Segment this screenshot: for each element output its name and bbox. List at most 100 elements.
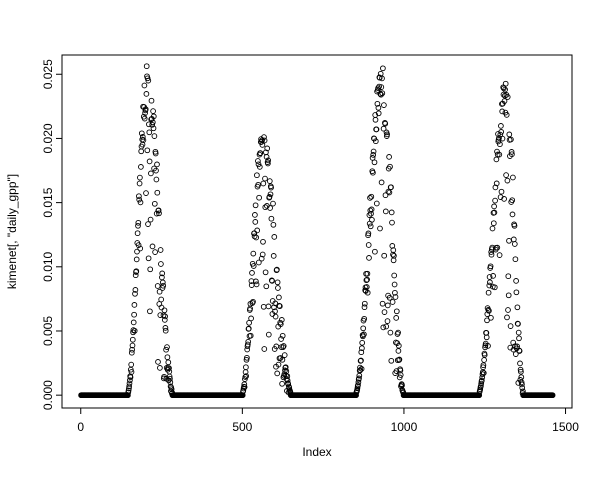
scatter-point [496,135,502,141]
scatter-point [141,82,148,89]
scatter-point [507,323,514,329]
scatter-point [126,380,133,387]
scatter-point [244,341,251,348]
scatter-point [354,385,361,392]
scatter-point [143,63,150,70]
scatter-point [380,125,387,132]
scatter-point [260,238,266,245]
scatter-point [253,278,259,285]
scatter-point [157,247,164,253]
scatter-point [262,269,269,276]
y-axis-label: kimenet[, "daily_gpp"] [5,174,19,289]
scatter-point [244,354,250,361]
scatter-point [499,135,506,142]
scatter-point [271,304,277,311]
scatter-point [503,172,509,178]
scatter-point [285,381,292,387]
scatter-point [508,136,514,143]
scatter-point [487,263,494,270]
scatter-point [167,375,173,382]
scatter-point [485,289,492,296]
scatter-point [386,294,393,301]
scatter-point [391,272,398,279]
scatter-point [481,352,488,358]
scatter-point [480,370,487,376]
scatter-point [480,364,486,371]
scatter-point [387,163,393,170]
scatter-point [151,133,158,139]
scatter-point [364,276,370,283]
scatter-point [366,255,372,261]
scatter-point [268,184,274,191]
scatter-point [245,338,252,345]
scatter-point [144,75,151,82]
scatter-point [510,174,516,181]
scatter-point [274,370,281,377]
scatter-point [380,65,386,72]
y-tick-label: 0.010 [41,251,55,281]
x-tick-label: 0 [77,420,84,434]
scatter-point [267,205,273,211]
scatter-point [276,303,283,310]
scatter-point [132,290,138,297]
scatter-point [357,367,364,373]
scatter-point [148,170,154,177]
scatter-point [509,151,515,158]
scatter-point [139,134,146,140]
scatter-point [136,196,143,203]
scatter-point [147,216,154,223]
scatter-point [135,219,142,226]
scatter-point [506,131,513,138]
scatter-point [153,167,159,174]
scatter-point [144,147,151,154]
scatter-point [276,294,282,301]
scatter-point [503,112,510,118]
scatter-point [365,242,372,248]
scatter-point [128,369,135,375]
scatter-point [385,188,392,195]
scatter-point [166,365,172,371]
scatter-point [266,194,273,200]
scatter-point [240,387,247,394]
scatter-point [156,210,162,217]
scatter-point [252,219,259,225]
scatter-point [274,266,280,273]
scatter-point [129,346,135,353]
scatter-point [372,116,379,123]
scatter-point [493,180,500,187]
scatter-point [137,174,143,181]
axes: 0 500 1000 1500 0.000 0.005 0.010 0.015 0.020 0.0… [41,54,579,434]
scatter-point [165,359,172,366]
scatter-point [137,245,144,252]
scatter-point [137,199,144,206]
scatter-point [511,222,518,229]
scatter-point [154,283,161,289]
scatter-point [373,200,380,207]
scatter-point [485,343,491,349]
scatter-point [271,234,278,240]
scatter-point [150,125,157,132]
scatter-point [282,367,288,374]
scatter-point [145,77,152,84]
scatter-point [365,230,372,237]
scatter-point [387,329,394,336]
scatter-point [359,339,366,346]
scatter-point [158,261,164,267]
scatter-point [481,357,487,363]
scatter-point [373,126,380,133]
scatter-point [364,270,371,277]
scatter-point [128,361,135,368]
scatter-point [504,314,510,321]
scatter-point [257,150,264,156]
scatter-point [512,351,519,357]
scatter-point [155,359,161,365]
scatter-point [388,357,395,364]
scatter-point [509,211,516,218]
scatter-point [247,332,254,339]
scatter-point [370,152,377,158]
scatter-point [143,190,149,196]
scatter-point [129,336,136,343]
scatter-point [134,230,141,237]
scatter-point [268,215,275,222]
